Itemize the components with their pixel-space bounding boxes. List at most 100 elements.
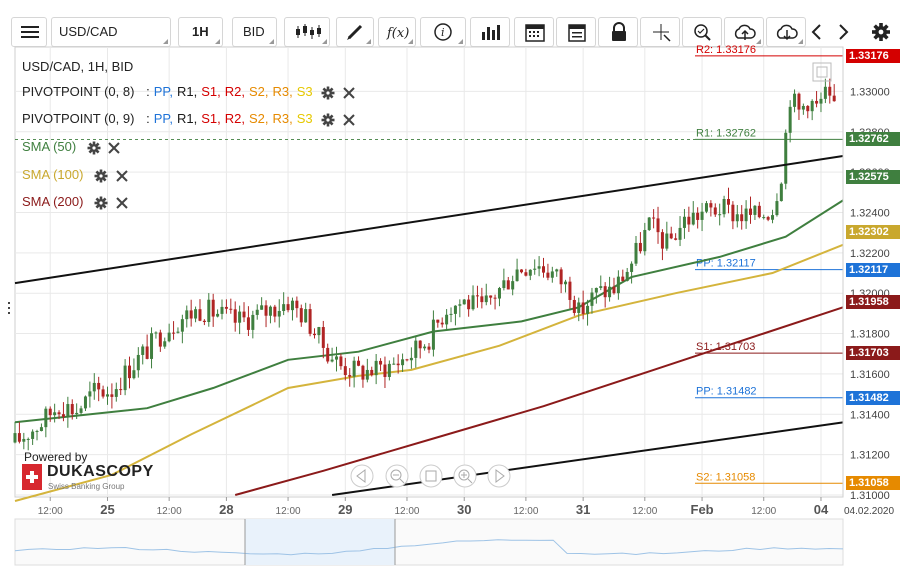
x-tick-label: 12:00 [513,506,538,517]
price-side-selector[interactable]: BID [232,17,277,47]
gear-icon[interactable] [87,168,109,184]
candle-body [616,276,620,294]
candle-body [647,217,651,230]
nav-prev-button[interactable] [350,464,374,488]
candle-body [335,356,339,360]
dropdown-corner-icon [269,39,274,44]
close-icon[interactable] [340,112,358,128]
candle-body [718,214,722,216]
candle-body [550,271,554,278]
y-tick-label: 1.31400 [850,409,890,421]
close-icon[interactable] [113,168,131,184]
candle-body [669,233,673,239]
candle-body [246,317,250,330]
candle-body [594,287,598,293]
gear-icon[interactable] [80,140,102,156]
timeframe-selector[interactable]: 1H [178,17,223,47]
candle-body [643,229,647,252]
price-tag: 1.31703 [846,346,900,361]
candle-body [79,408,83,413]
candle-body [194,309,198,319]
x-tick-label: 12:00 [276,506,301,517]
candle-body [546,272,550,278]
pivot-2-name: PIVOTPOINT (0, 9) [22,111,135,126]
pivot-item-0: PP, [153,84,173,99]
candle-body [568,281,572,300]
candle-body [17,433,21,442]
dropdown-corner-icon [215,39,220,44]
gear-icon[interactable] [320,112,336,128]
gear-icon[interactable] [320,85,336,101]
candle-body [572,299,576,313]
candle-body [603,286,607,298]
close-icon[interactable] [105,140,123,156]
legend-pivot-1[interactable]: PIVOTPOINT (0, 8) : PP, R1, S1, R2, S2, R3, S3 [22,83,358,101]
y-tick-label: 1.31800 [850,329,890,341]
candle-body [418,340,422,349]
zoom-in-button[interactable] [453,464,477,488]
candle-body [13,433,17,443]
zoom-out-button[interactable] [385,464,409,488]
logo-tagline: Swiss Banking Group [48,482,125,491]
navigator[interactable] [14,518,844,566]
symbol-selector[interactable]: USD/CAD [51,17,171,47]
menu-icon [21,26,39,38]
candle-body [784,132,788,184]
candle-body [255,309,259,315]
candle-body [832,95,836,102]
chart-controls [350,464,511,488]
sma-line [234,306,844,496]
candle-body [66,404,70,417]
nav-next-button[interactable] [487,464,511,488]
close-icon[interactable] [113,195,131,211]
candle-body [788,106,792,133]
x-tick-label: 12:00 [632,506,657,517]
resize-handle[interactable] [8,302,10,314]
legend-sma-200[interactable]: SMA (200) [22,193,131,211]
candle-body [198,309,202,321]
pivot-level-label: PP: 1.31482 [696,386,757,398]
x-tick-label: 29 [338,502,352,517]
report-button[interactable] [556,17,596,47]
download-button[interactable] [766,17,806,47]
calendar-button[interactable] [514,17,554,47]
function-button[interactable]: f(x) [378,17,416,47]
chevron-left-icon [811,24,821,40]
expand-icon[interactable] [812,62,832,82]
x-tick-label: 12:00 [157,506,182,517]
candle-body [229,308,233,310]
chart-type-button[interactable] [284,17,330,47]
candle-body [621,276,625,281]
pivot-1-name: PIVOTPOINT (0, 8) [22,84,135,99]
candle-body [431,319,435,350]
info-button[interactable]: i [420,17,466,47]
menu-button[interactable] [11,17,47,47]
navigator-frame [14,518,844,566]
zoom-button[interactable] [682,17,722,47]
candle-body [612,286,616,294]
draw-icon [347,24,363,40]
legend-pivot-2[interactable]: PIVOTPOINT (0, 9) : PP, R1, S1, R2, S2, R3, S3 [22,110,358,128]
sma-50-label: SMA (50) [22,139,77,154]
scroll-left-button[interactable] [806,18,828,46]
candle-body [189,310,193,319]
x-tick-label: 12:00 [38,506,63,517]
lock-button[interactable] [598,17,638,47]
close-icon[interactable] [340,85,358,101]
reset-zoom-button[interactable] [419,464,443,488]
candle-body [136,354,140,371]
gear-icon[interactable] [87,195,109,211]
candle-body [57,412,61,415]
legend-sma-100[interactable]: SMA (100) [22,166,131,184]
y-tick-label: 1.31000 [850,490,890,502]
settings-button[interactable] [868,18,894,46]
crosshair-button[interactable] [640,17,680,47]
scroll-right-button[interactable] [832,18,854,46]
candle-body [533,268,537,270]
candle-body [797,93,801,110]
legend-sma-50[interactable]: SMA (50) [22,138,123,156]
candle-body [352,360,356,377]
candle-body [304,309,308,323]
pivot-level-label: R1: 1.32762 [696,127,756,139]
